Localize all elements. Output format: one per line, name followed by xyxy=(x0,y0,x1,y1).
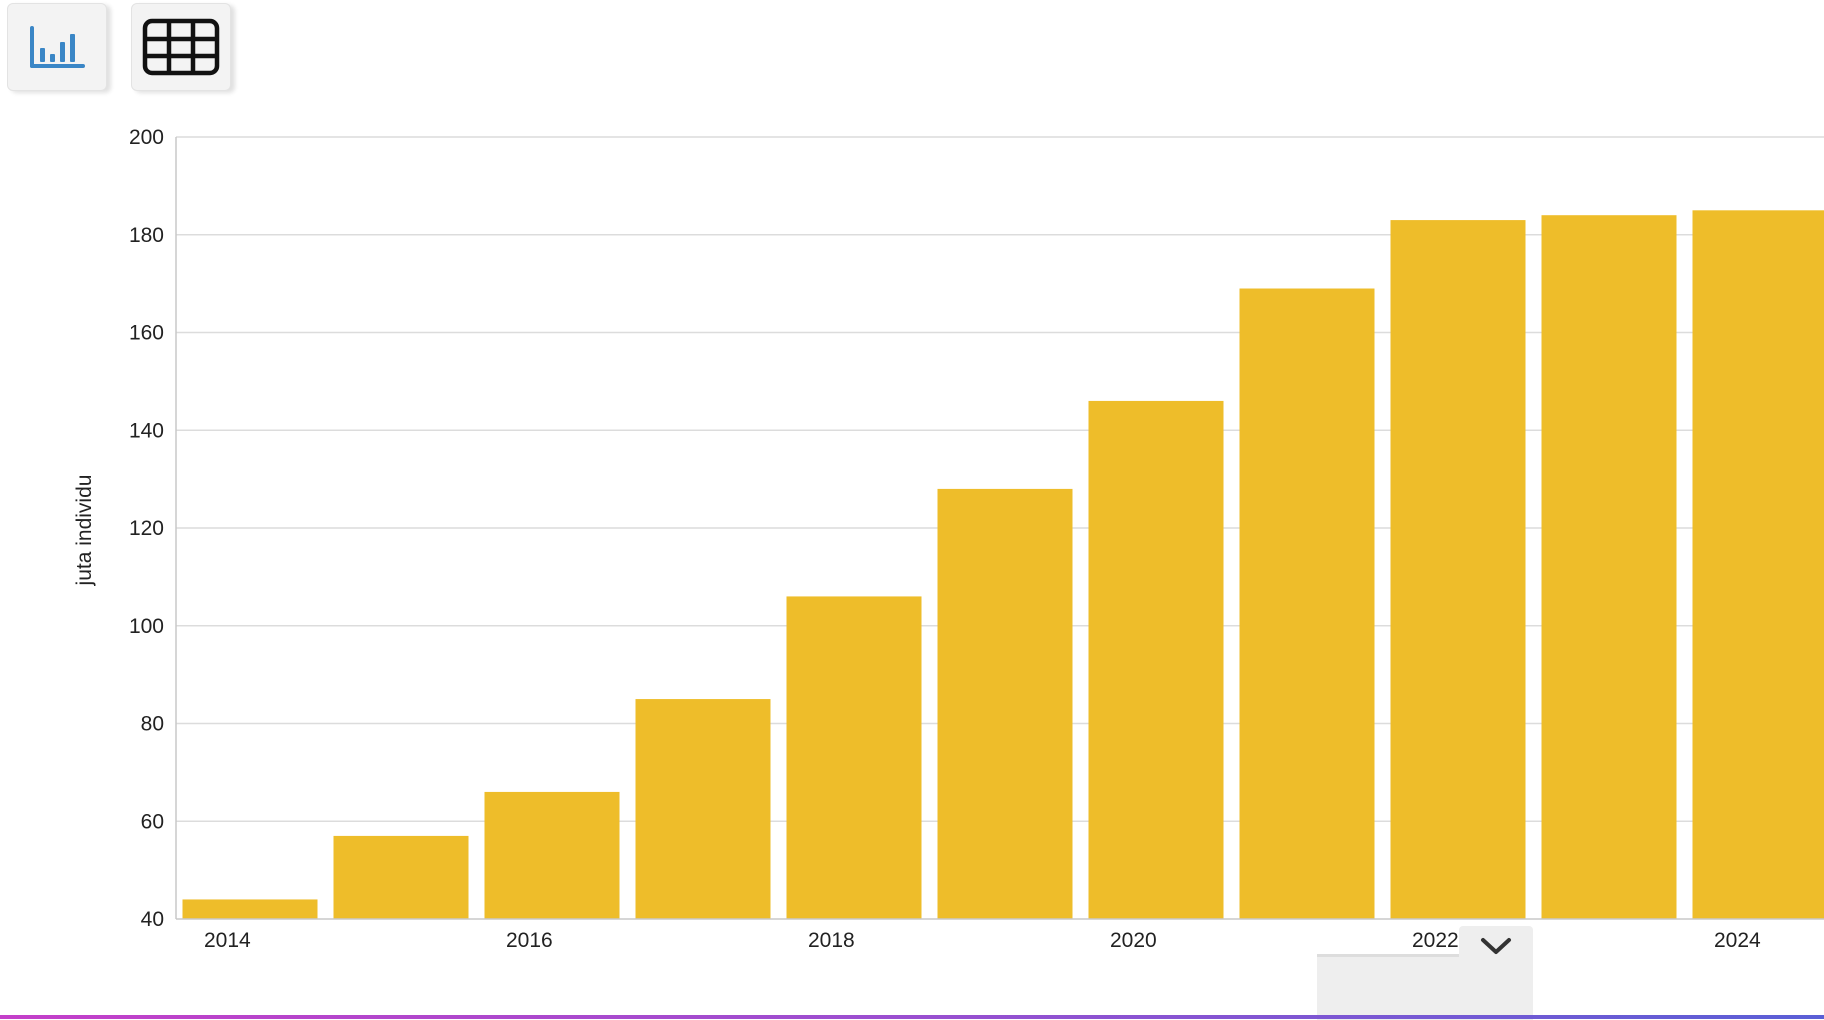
table-grid-icon xyxy=(142,18,220,76)
scroll-down-button[interactable] xyxy=(1459,926,1533,966)
table-view-button[interactable] xyxy=(131,3,231,91)
bar-2016[interactable] xyxy=(484,791,620,919)
bar-2023[interactable] xyxy=(1541,215,1677,919)
chart-view-button[interactable] xyxy=(7,3,107,91)
bar-2024[interactable] xyxy=(1692,210,1824,919)
bar-2020[interactable] xyxy=(1088,400,1224,919)
chevron-down-icon xyxy=(1481,938,1511,954)
y-tick-label: 120 xyxy=(129,517,164,540)
bar-series xyxy=(182,210,1824,919)
x-tick-label: 2022 xyxy=(1412,929,1459,952)
bar-2017[interactable] xyxy=(635,699,771,919)
y-tick-label: 40 xyxy=(141,908,164,931)
bar-2015[interactable] xyxy=(333,835,469,919)
y-tick-label: 60 xyxy=(141,810,164,833)
y-tick-label: 80 xyxy=(141,713,164,736)
y-axis-title: juta individu xyxy=(73,475,96,587)
x-tick-label: 2018 xyxy=(808,929,855,952)
x-tick-label: 2014 xyxy=(204,929,251,952)
bar-2022[interactable] xyxy=(1390,220,1526,919)
y-tick-label: 140 xyxy=(129,419,164,442)
bar-chart-icon xyxy=(30,26,85,68)
chart-toolbar xyxy=(7,3,231,91)
bottom-accent-line xyxy=(0,1015,1824,1019)
x-tick-label: 2024 xyxy=(1714,929,1761,952)
bar-2018[interactable] xyxy=(786,596,922,919)
y-tick-label: 200 xyxy=(129,126,164,149)
bar-2019[interactable] xyxy=(937,488,1073,919)
axes: 40 60 80 100 120 140 160 180 200 2014 2016 2018 2020… xyxy=(129,126,1824,952)
x-tick-label: 2020 xyxy=(1110,929,1157,952)
y-tick-label: 180 xyxy=(129,224,164,247)
y-tick-label: 100 xyxy=(129,615,164,638)
bar-2021[interactable] xyxy=(1239,288,1375,919)
bar-2014[interactable] xyxy=(182,899,318,919)
x-tick-label: 2016 xyxy=(506,929,553,952)
y-tick-label: 160 xyxy=(129,322,164,345)
